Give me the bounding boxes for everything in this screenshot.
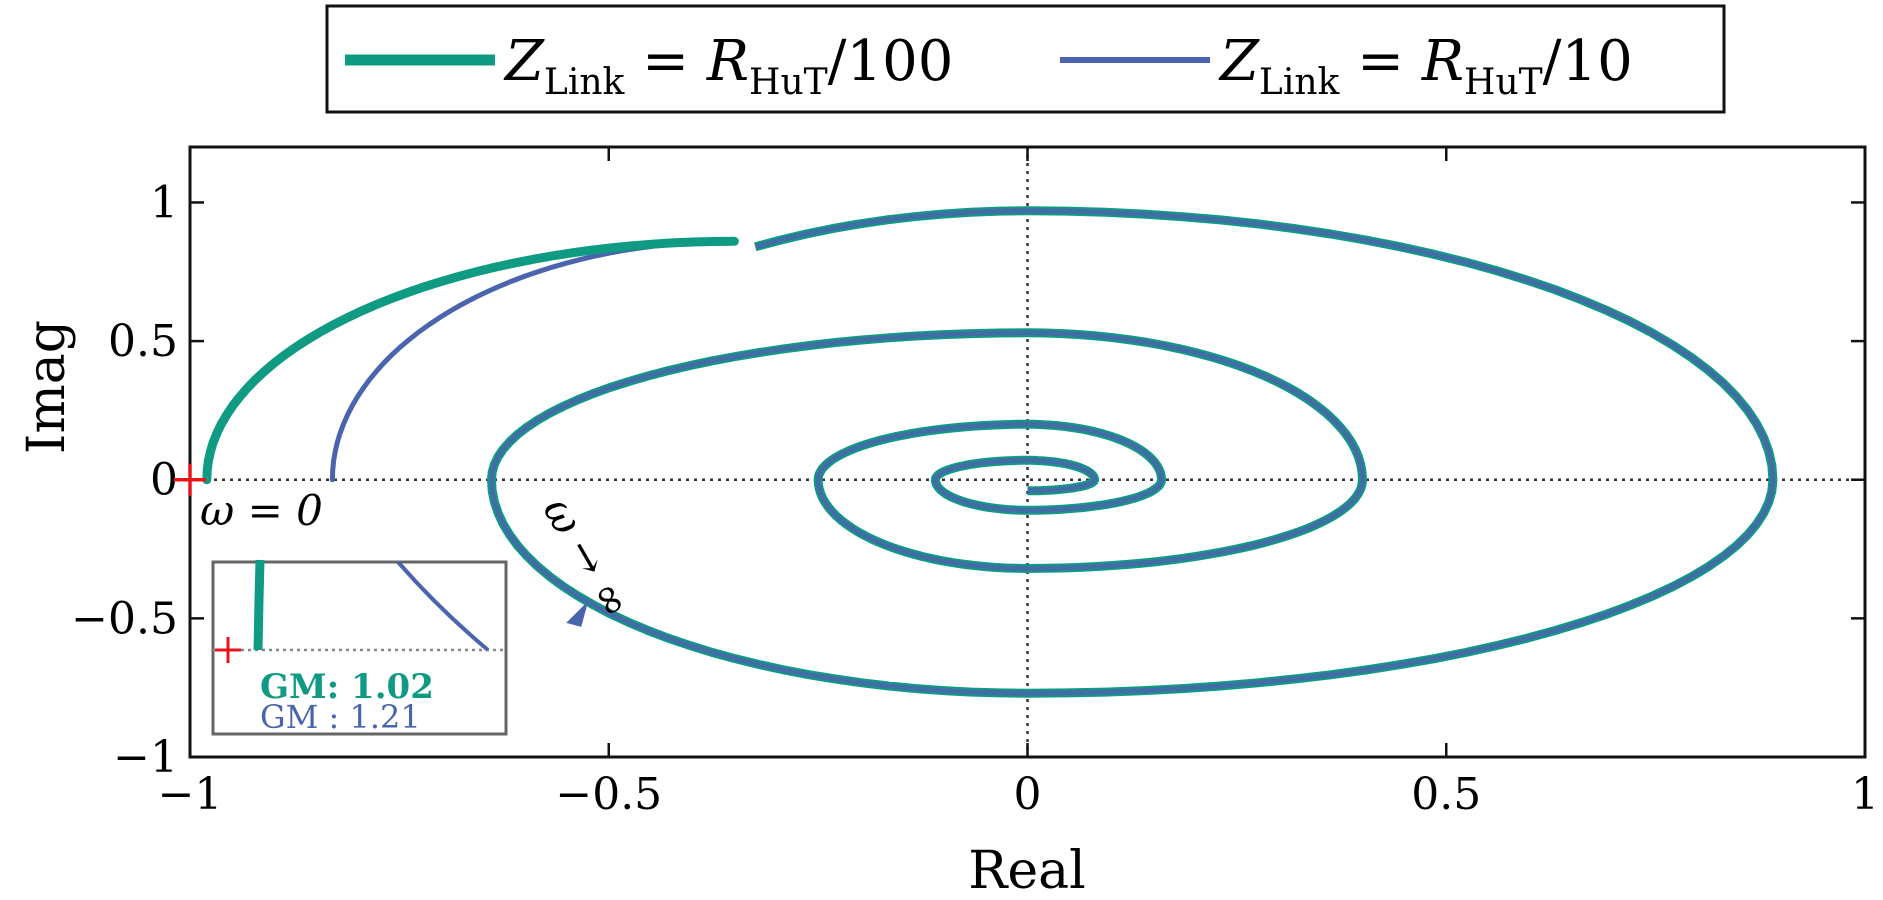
x-tick-label: 0 [1014, 769, 1042, 820]
series-1-start-curve [202, 236, 739, 485]
legend-frame [325, 4, 1726, 114]
inset-gm-label-series-1: GM: 1.02 [260, 667, 434, 707]
omega-zero-label: ω = 0 [200, 486, 323, 535]
y-tick-label: 0 [150, 455, 178, 506]
inset-series-2-curve [396, 560, 490, 652]
omega-infinity-label: ω → ∞ [533, 489, 641, 627]
y-tick-label: −0.5 [71, 593, 178, 644]
y-axis-label: Imag [17, 320, 77, 454]
y-tick-label: −1 [113, 732, 178, 783]
inset: GM: 1.02 GM : 1.21 [211, 559, 508, 736]
tick-labels: −1 −0.5 0 0.5 1 −1 −0.5 0 0.5 1 [71, 177, 1879, 820]
curves [202, 206, 1778, 698]
y-tick-label: 1 [150, 177, 178, 228]
critical-point-marker [174, 463, 206, 496]
x-axis-label: Real [968, 841, 1086, 900]
inset-gm-label-series-2: GM : 1.21 [260, 698, 421, 736]
x-tick-label: −0.5 [555, 769, 662, 820]
legend-label-series-1: ZLink = RHuT/100 [503, 29, 953, 103]
x-tick-label: 1 [1851, 769, 1879, 820]
series-2-spiral [489, 208, 1776, 696]
x-tick-label: 0.5 [1411, 769, 1481, 820]
series-2-start-curve [329, 238, 737, 483]
inset-series-1-curve [253, 559, 265, 651]
legend-label-series-2: ZLink = RHuT/10 [1218, 29, 1633, 103]
inset-curves [253, 559, 490, 652]
legend: ZLink = RHuT/100 ZLink = RHuT/10 [325, 4, 1726, 114]
inset-critical-marker [215, 637, 241, 663]
direction-arrow [566, 600, 589, 627]
y-tick-label: 0.5 [108, 316, 178, 367]
x-tick-label: −1 [158, 769, 223, 820]
axis-ticks [188, 147, 1867, 759]
